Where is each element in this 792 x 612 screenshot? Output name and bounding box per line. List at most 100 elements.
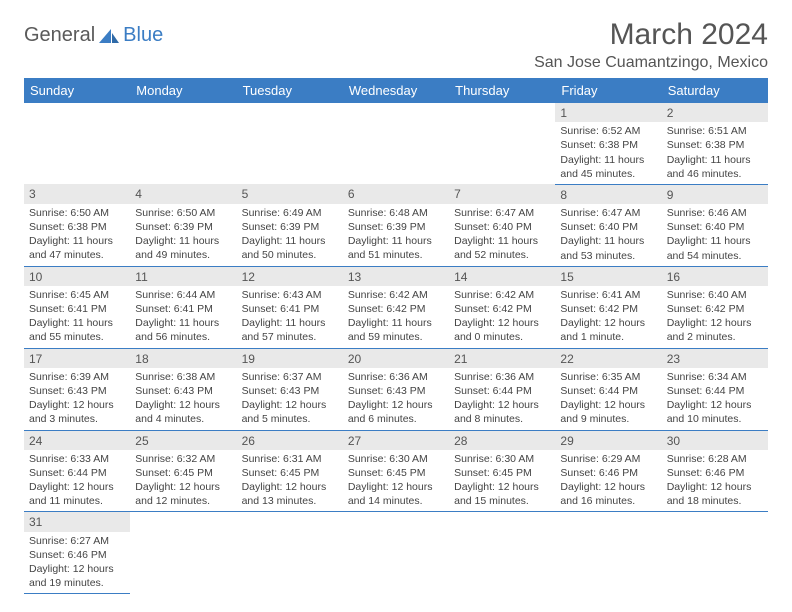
day-number: 2	[662, 103, 768, 122]
day-details: Sunrise: 6:42 AMSunset: 6:42 PMDaylight:…	[449, 286, 555, 348]
day-details: Sunrise: 6:52 AMSunset: 6:38 PMDaylight:…	[555, 122, 661, 184]
calendar-day-cell: 2Sunrise: 6:51 AMSunset: 6:38 PMDaylight…	[662, 103, 768, 184]
day-number: 7	[449, 184, 555, 203]
calendar-day-cell: 15Sunrise: 6:41 AMSunset: 6:42 PMDayligh…	[555, 266, 661, 348]
calendar-day-cell	[343, 103, 449, 184]
calendar-day-cell	[130, 512, 236, 594]
day-number: 6	[343, 184, 449, 203]
calendar-table: SundayMondayTuesdayWednesdayThursdayFrid…	[24, 78, 768, 594]
day-details: Sunrise: 6:30 AMSunset: 6:45 PMDaylight:…	[343, 450, 449, 512]
day-details: Sunrise: 6:44 AMSunset: 6:41 PMDaylight:…	[130, 286, 236, 348]
day-details: Sunrise: 6:42 AMSunset: 6:42 PMDaylight:…	[343, 286, 449, 348]
calendar-day-cell: 29Sunrise: 6:29 AMSunset: 6:46 PMDayligh…	[555, 430, 661, 512]
day-number: 8	[555, 185, 661, 204]
day-number: 27	[343, 431, 449, 450]
logo-text-general: General	[24, 24, 95, 47]
calendar-day-cell: 6Sunrise: 6:48 AMSunset: 6:39 PMDaylight…	[343, 184, 449, 266]
weekday-row: SundayMondayTuesdayWednesdayThursdayFrid…	[24, 78, 768, 103]
calendar-day-cell: 31Sunrise: 6:27 AMSunset: 6:46 PMDayligh…	[24, 512, 130, 594]
logo-sail-icon	[97, 27, 121, 45]
day-number: 24	[24, 431, 130, 450]
day-number: 5	[237, 184, 343, 203]
weekday-header: Wednesday	[343, 78, 449, 103]
weekday-header: Friday	[555, 78, 661, 103]
calendar-day-cell: 7Sunrise: 6:47 AMSunset: 6:40 PMDaylight…	[449, 184, 555, 266]
day-details: Sunrise: 6:31 AMSunset: 6:45 PMDaylight:…	[237, 450, 343, 512]
day-number: 29	[555, 431, 661, 450]
day-number: 3	[24, 184, 130, 203]
calendar-day-cell	[343, 512, 449, 594]
calendar-day-cell	[555, 512, 661, 594]
calendar-day-cell: 4Sunrise: 6:50 AMSunset: 6:39 PMDaylight…	[130, 184, 236, 266]
calendar-day-cell	[24, 103, 130, 184]
calendar-day-cell: 21Sunrise: 6:36 AMSunset: 6:44 PMDayligh…	[449, 348, 555, 430]
day-details: Sunrise: 6:47 AMSunset: 6:40 PMDaylight:…	[555, 204, 661, 266]
day-number: 10	[24, 267, 130, 286]
day-number: 21	[449, 349, 555, 368]
day-details: Sunrise: 6:34 AMSunset: 6:44 PMDaylight:…	[662, 368, 768, 430]
weekday-header: Saturday	[662, 78, 768, 103]
day-details: Sunrise: 6:47 AMSunset: 6:40 PMDaylight:…	[449, 204, 555, 266]
day-details: Sunrise: 6:45 AMSunset: 6:41 PMDaylight:…	[24, 286, 130, 348]
day-number: 14	[449, 267, 555, 286]
day-details: Sunrise: 6:29 AMSunset: 6:46 PMDaylight:…	[555, 450, 661, 512]
day-details: Sunrise: 6:50 AMSunset: 6:39 PMDaylight:…	[130, 204, 236, 266]
day-details: Sunrise: 6:40 AMSunset: 6:42 PMDaylight:…	[662, 286, 768, 348]
calendar-week-row: 10Sunrise: 6:45 AMSunset: 6:41 PMDayligh…	[24, 266, 768, 348]
day-details: Sunrise: 6:37 AMSunset: 6:43 PMDaylight:…	[237, 368, 343, 430]
day-number: 20	[343, 349, 449, 368]
weekday-header: Monday	[130, 78, 236, 103]
day-number: 9	[662, 185, 768, 204]
calendar-day-cell: 10Sunrise: 6:45 AMSunset: 6:41 PMDayligh…	[24, 266, 130, 348]
calendar-day-cell: 27Sunrise: 6:30 AMSunset: 6:45 PMDayligh…	[343, 430, 449, 512]
calendar-day-cell	[237, 512, 343, 594]
calendar-week-row: 3Sunrise: 6:50 AMSunset: 6:38 PMDaylight…	[24, 184, 768, 266]
calendar-day-cell: 19Sunrise: 6:37 AMSunset: 6:43 PMDayligh…	[237, 348, 343, 430]
day-details: Sunrise: 6:35 AMSunset: 6:44 PMDaylight:…	[555, 368, 661, 430]
day-details: Sunrise: 6:39 AMSunset: 6:43 PMDaylight:…	[24, 368, 130, 430]
day-details: Sunrise: 6:43 AMSunset: 6:41 PMDaylight:…	[237, 286, 343, 348]
calendar-day-cell: 22Sunrise: 6:35 AMSunset: 6:44 PMDayligh…	[555, 348, 661, 430]
calendar-day-cell: 23Sunrise: 6:34 AMSunset: 6:44 PMDayligh…	[662, 348, 768, 430]
day-details: Sunrise: 6:32 AMSunset: 6:45 PMDaylight:…	[130, 450, 236, 512]
calendar-week-row: 31Sunrise: 6:27 AMSunset: 6:46 PMDayligh…	[24, 512, 768, 594]
day-number: 30	[662, 431, 768, 450]
day-number: 26	[237, 431, 343, 450]
calendar-day-cell: 16Sunrise: 6:40 AMSunset: 6:42 PMDayligh…	[662, 266, 768, 348]
calendar-day-cell: 3Sunrise: 6:50 AMSunset: 6:38 PMDaylight…	[24, 184, 130, 266]
day-details: Sunrise: 6:38 AMSunset: 6:43 PMDaylight:…	[130, 368, 236, 430]
calendar-day-cell	[449, 512, 555, 594]
day-number: 17	[24, 349, 130, 368]
calendar-day-cell: 13Sunrise: 6:42 AMSunset: 6:42 PMDayligh…	[343, 266, 449, 348]
calendar-head: SundayMondayTuesdayWednesdayThursdayFrid…	[24, 78, 768, 103]
calendar-day-cell: 18Sunrise: 6:38 AMSunset: 6:43 PMDayligh…	[130, 348, 236, 430]
day-number: 15	[555, 267, 661, 286]
location: San Jose Cuamantzingo, Mexico	[534, 54, 768, 72]
day-number: 1	[555, 103, 661, 122]
day-number: 28	[449, 431, 555, 450]
calendar-day-cell	[449, 103, 555, 184]
day-details: Sunrise: 6:36 AMSunset: 6:43 PMDaylight:…	[343, 368, 449, 430]
header: General Blue March 2024 San Jose Cuamant…	[24, 18, 768, 72]
day-number: 19	[237, 349, 343, 368]
day-details: Sunrise: 6:30 AMSunset: 6:45 PMDaylight:…	[449, 450, 555, 512]
calendar-day-cell: 11Sunrise: 6:44 AMSunset: 6:41 PMDayligh…	[130, 266, 236, 348]
title-block: March 2024 San Jose Cuamantzingo, Mexico	[534, 18, 768, 72]
day-details: Sunrise: 6:48 AMSunset: 6:39 PMDaylight:…	[343, 204, 449, 266]
calendar-day-cell: 20Sunrise: 6:36 AMSunset: 6:43 PMDayligh…	[343, 348, 449, 430]
day-number: 11	[130, 267, 236, 286]
day-details: Sunrise: 6:36 AMSunset: 6:44 PMDaylight:…	[449, 368, 555, 430]
day-number: 31	[24, 512, 130, 531]
logo: General Blue	[24, 18, 163, 47]
calendar-day-cell	[237, 103, 343, 184]
calendar-day-cell: 30Sunrise: 6:28 AMSunset: 6:46 PMDayligh…	[662, 430, 768, 512]
day-number: 25	[130, 431, 236, 450]
month-title: March 2024	[534, 18, 768, 52]
day-details: Sunrise: 6:51 AMSunset: 6:38 PMDaylight:…	[662, 122, 768, 184]
day-number: 12	[237, 267, 343, 286]
day-number: 13	[343, 267, 449, 286]
day-number: 23	[662, 349, 768, 368]
day-details: Sunrise: 6:49 AMSunset: 6:39 PMDaylight:…	[237, 204, 343, 266]
calendar-week-row: 17Sunrise: 6:39 AMSunset: 6:43 PMDayligh…	[24, 348, 768, 430]
calendar-day-cell: 17Sunrise: 6:39 AMSunset: 6:43 PMDayligh…	[24, 348, 130, 430]
